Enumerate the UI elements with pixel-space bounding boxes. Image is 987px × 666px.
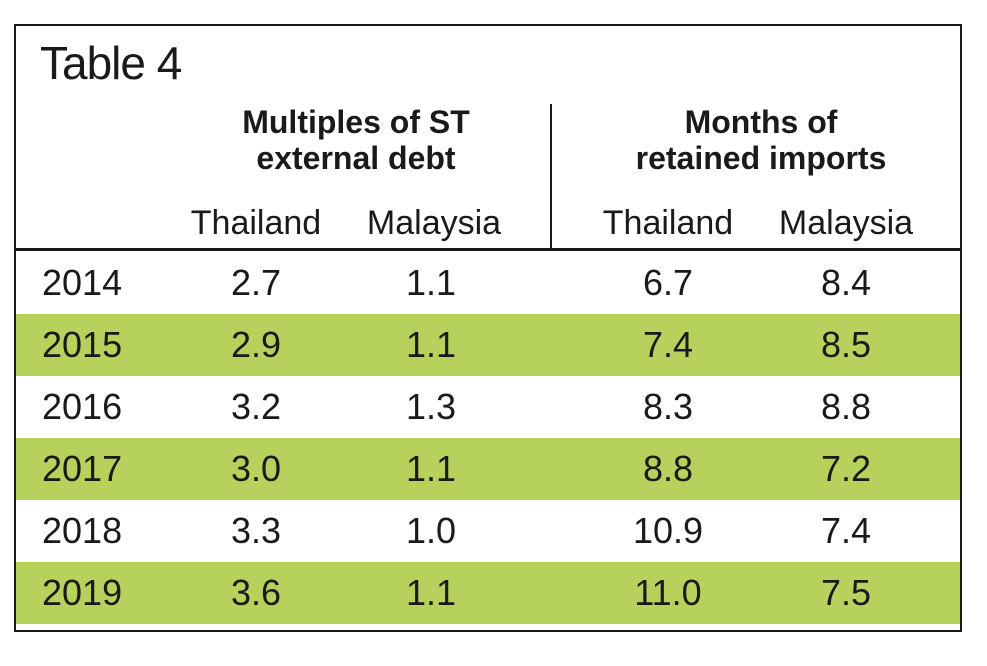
subheader-thailand-debt: Thailand (190, 204, 322, 242)
value-cell: 11.0 (634, 572, 702, 613)
group-header-line: Multiples of ST (242, 104, 470, 140)
value-cell: 3.6 (230, 572, 282, 613)
value-cell: 1.1 (405, 262, 457, 303)
year-cell: 2016 (42, 386, 123, 427)
value-cell: 1.3 (405, 386, 457, 427)
table-row: 2015 2.9 1.1 7.4 8.5 (16, 314, 960, 376)
value-cell: 3.3 (230, 510, 282, 551)
value-cell: 1.0 (405, 510, 457, 551)
value-cell: 8.3 (642, 386, 694, 427)
value-cell: 3.2 (230, 386, 282, 427)
value-cell: 8.4 (820, 262, 872, 303)
value-cell: 8.8 (642, 448, 694, 489)
table-row: 2016 3.2 1.3 8.3 8.8 (16, 376, 960, 438)
group-header-line: external debt (256, 140, 456, 176)
column-divider (550, 104, 552, 248)
table-title: Table 4 (40, 37, 182, 89)
value-cell: 6.7 (642, 262, 694, 303)
table-row: 2014 2.7 1.1 6.7 8.4 (16, 252, 960, 314)
year-cell: 2014 (42, 262, 123, 303)
header-divider (16, 248, 960, 251)
group-header-line: Months of (684, 104, 838, 140)
value-cell: 1.1 (405, 324, 457, 365)
year-cell: 2015 (42, 324, 123, 365)
value-cell: 7.4 (820, 510, 872, 551)
subheader-malaysia-debt: Malaysia (366, 204, 502, 242)
group-header-debt: Multiples of ST external debt (166, 104, 546, 176)
table-row: 2019 3.6 1.1 11.0 7.5 (16, 562, 960, 624)
table-body: 2014 2.7 1.1 6.7 8.4 2015 2.9 1.1 7.4 8.… (16, 252, 960, 624)
table-frame: Table 4 Multiples of ST external debt Mo… (14, 24, 962, 632)
value-cell: 8.8 (820, 386, 872, 427)
value-cell: 10.9 (632, 510, 704, 551)
group-header-line: retained imports (635, 140, 887, 176)
value-cell: 7.5 (820, 572, 872, 613)
table-row: 2017 3.0 1.1 8.8 7.2 (16, 438, 960, 500)
subheader-thailand-imports: Thailand (602, 204, 734, 242)
value-cell: 2.7 (230, 262, 282, 303)
subheader-malaysia-imports: Malaysia (778, 204, 914, 242)
table-row: 2018 3.3 1.0 10.9 7.4 (16, 500, 960, 562)
year-cell: 2019 (42, 572, 123, 613)
value-cell: 1.1 (405, 448, 457, 489)
year-cell: 2018 (42, 510, 123, 551)
value-cell: 3.0 (230, 448, 282, 489)
value-cell: 7.4 (642, 324, 694, 365)
year-cell: 2017 (42, 448, 123, 489)
value-cell: 1.1 (405, 572, 457, 613)
value-cell: 8.5 (820, 324, 872, 365)
value-cell: 2.9 (230, 324, 282, 365)
group-header-imports: Months of retained imports (571, 104, 951, 176)
value-cell: 7.2 (820, 448, 872, 489)
